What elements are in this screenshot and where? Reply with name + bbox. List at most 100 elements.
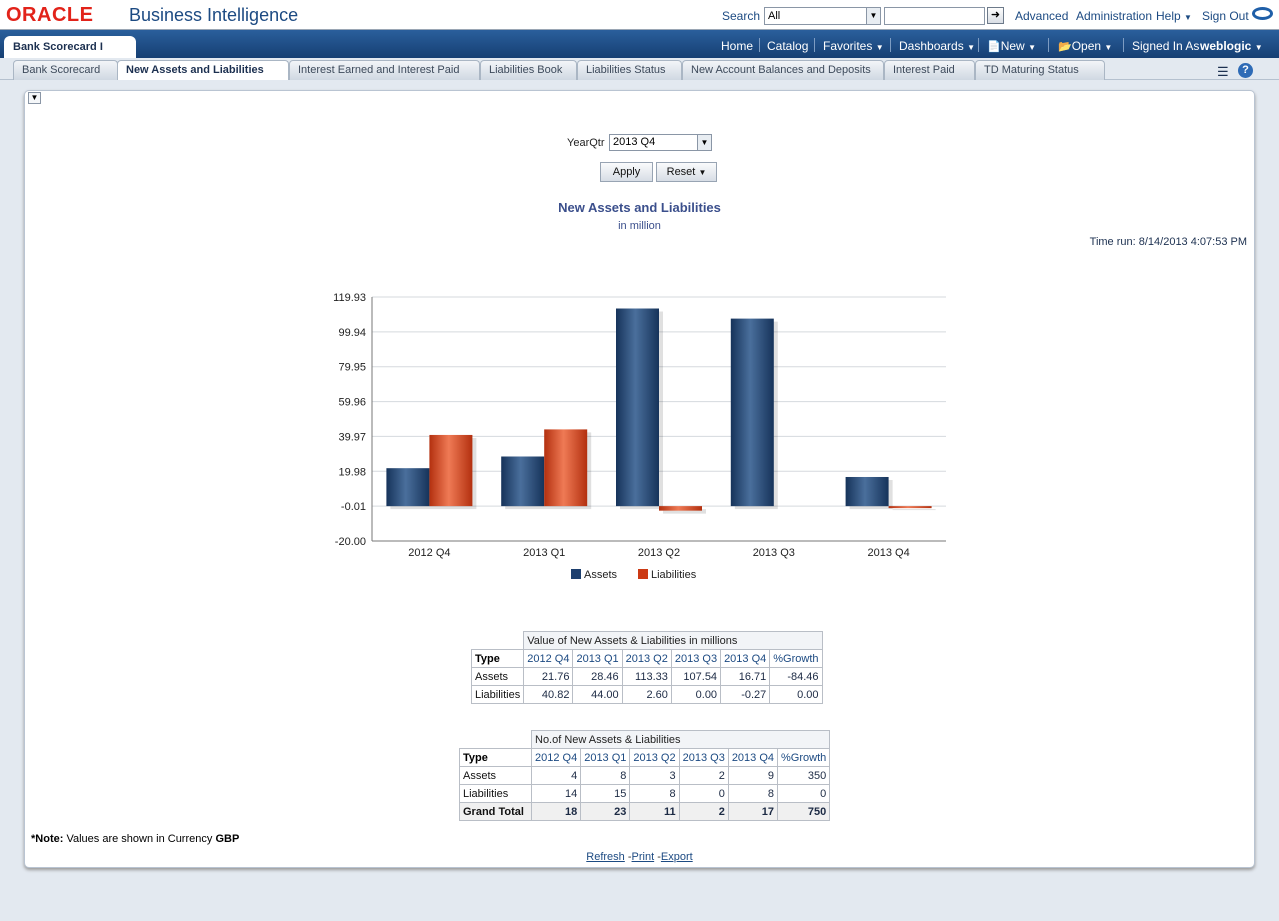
chevron-down-icon: ▼ <box>1028 43 1036 52</box>
table-cell: 44.00 <box>572 685 623 704</box>
table-cell: -0.27 <box>720 685 771 704</box>
nav-catalog[interactable]: Catalog <box>767 39 809 53</box>
advanced-link[interactable]: Advanced <box>1015 9 1069 23</box>
column-header: 2012 Q4 <box>530 748 582 767</box>
legend-swatch <box>571 569 581 579</box>
dashboard-nav-bar: Bank Scorecard I Home Catalog Favorites … <box>0 30 1279 58</box>
row-label: Assets <box>470 667 525 686</box>
nav-new[interactable]: 📄New ▼ <box>987 39 1036 53</box>
tab-new-account-balances-and-deposits[interactable]: New Account Balances and Deposits <box>682 60 884 80</box>
bar-assets <box>386 468 430 507</box>
nav-favorites-label: Favorites <box>823 39 873 53</box>
nav-home[interactable]: Home <box>721 39 754 53</box>
nav-separator <box>759 38 760 52</box>
table-row: Liabilities 14 15 8 0 8 0 <box>459 784 831 803</box>
y-tick-label: 79.95 <box>338 362 366 374</box>
search-scope-select[interactable]: All ▼ <box>764 7 881 25</box>
nav-favorites[interactable]: Favorites ▼ <box>823 39 884 53</box>
grand-total-row: Grand Total 18 23 11 2 17 750 <box>459 802 831 821</box>
table-cell: 4 <box>530 766 582 785</box>
table-cell: 8 <box>629 784 680 803</box>
values-table-caption: Value of New Assets & Liabilities in mil… <box>523 631 823 650</box>
nav-dashboards[interactable]: Dashboards ▼ <box>899 39 975 53</box>
nav-separator <box>1048 38 1049 52</box>
collapse-section-icon[interactable]: ▼ <box>28 92 41 104</box>
report-title: New Assets and Liabilities <box>558 200 721 215</box>
tab-td-maturing-status[interactable]: TD Maturing Status <box>975 60 1105 80</box>
row-label: Liabilities <box>459 784 532 803</box>
table-cell: 3 <box>629 766 680 785</box>
chevron-down-icon: ▼ <box>698 168 707 177</box>
table-cell: 28.46 <box>572 667 623 686</box>
currency-note: *Note: Values are shown in Currency GBP <box>31 833 239 845</box>
chevron-down-icon[interactable]: ▼ <box>697 135 711 150</box>
x-tick-label: 2013 Q3 <box>753 547 795 559</box>
table-cell: 18 <box>530 802 582 821</box>
note-currency: GBP <box>215 833 240 845</box>
tab-interest-paid[interactable]: Interest Paid <box>884 60 975 80</box>
search-label: Search <box>722 9 761 23</box>
row-label: Liabilities <box>470 685 525 704</box>
table-cell: 0.00 <box>769 685 823 704</box>
yearqtr-label: YearQtr <box>567 137 605 149</box>
print-link[interactable]: Print <box>631 851 655 863</box>
user-menu[interactable]: weblogic ▼ <box>1200 39 1263 53</box>
tab-liabilities-book[interactable]: Liabilities Book <box>480 60 577 80</box>
counts-table: No.of New Assets & Liabilities Type 2012… <box>459 730 831 821</box>
table-row: Liabilities 40.82 44.00 2.60 0.00 -0.27 … <box>470 685 823 704</box>
tab-new-assets-and-liabilities[interactable]: New Assets and Liabilities <box>117 60 289 81</box>
table-corner <box>472 632 524 650</box>
table-cell: 2 <box>678 802 729 821</box>
page-options-icon[interactable]: ☰ <box>1217 64 1229 79</box>
search-input[interactable] <box>884 7 985 25</box>
table-cell: 15 <box>580 784 631 803</box>
time-run: Time run: 8/14/2013 4:07:53 PM <box>1089 236 1247 248</box>
bar-shadow <box>663 509 706 514</box>
yearqtr-select[interactable]: 2013 Q4 ▼ <box>609 134 712 151</box>
y-tick-label: 99.94 <box>338 327 366 339</box>
yearqtr-value: 2013 Q4 <box>613 136 656 148</box>
search-go-icon[interactable]: ➜ <box>987 7 1004 24</box>
nav-open[interactable]: 📂Open ▼ <box>1058 39 1112 53</box>
column-header: 2013 Q3 <box>670 649 722 668</box>
chevron-down-icon: ▼ <box>1104 43 1113 52</box>
tab-bank-scorecard[interactable]: Bank Scorecard <box>13 60 118 80</box>
refresh-link[interactable]: Refresh <box>586 851 625 863</box>
table-cell: 40.82 <box>523 685 574 704</box>
chevron-down-icon: ▼ <box>1184 13 1192 22</box>
search-scope-value: All <box>768 10 781 22</box>
tab-liabilities-status[interactable]: Liabilities Status <box>577 60 682 80</box>
dashboard-tabs: Bank Scorecard New Assets and Liabilitie… <box>0 58 1279 81</box>
sign-out-link[interactable]: Sign Out <box>1202 9 1249 23</box>
row-label: Assets <box>459 766 532 785</box>
table-cell: 0 <box>777 784 831 803</box>
bar-liabilities <box>888 506 932 509</box>
table-row: Assets 4 8 3 2 9 350 <box>459 766 831 785</box>
chevron-down-icon[interactable]: ▼ <box>866 8 880 24</box>
table-cell: 16.71 <box>720 667 771 686</box>
new-document-icon: 📄 <box>987 41 1001 53</box>
row-label: Grand Total <box>459 802 532 821</box>
y-tick-label: 39.97 <box>338 431 366 443</box>
user-name: weblogic <box>1200 39 1252 53</box>
table-cell: 23 <box>580 802 631 821</box>
export-link[interactable]: Export <box>660 851 693 863</box>
tab-interest-earned-and-interest-paid[interactable]: Interest Earned and Interest Paid <box>289 60 480 80</box>
help-label: Help <box>1156 9 1181 23</box>
help-icon[interactable]: ? <box>1238 63 1253 78</box>
help-menu[interactable]: Help ▼ <box>1156 9 1192 23</box>
table-cell: 750 <box>777 802 831 821</box>
link-separator: - <box>627 851 632 863</box>
table-cell: 2 <box>678 766 729 785</box>
x-tick-label: 2013 Q2 <box>638 547 680 559</box>
administration-link[interactable]: Administration <box>1076 9 1153 23</box>
bar-assets <box>501 456 545 507</box>
legend-label: Liabilities <box>651 569 697 581</box>
column-header: %Growth <box>777 748 831 767</box>
oracle-logo: ORACLE <box>6 4 94 26</box>
table-cell: 0 <box>678 784 729 803</box>
y-tick-label: 19.98 <box>338 466 366 478</box>
apply-button[interactable]: Apply <box>600 162 653 182</box>
reset-button[interactable]: Reset ▼ <box>656 162 717 182</box>
table-cell: 8 <box>727 784 779 803</box>
